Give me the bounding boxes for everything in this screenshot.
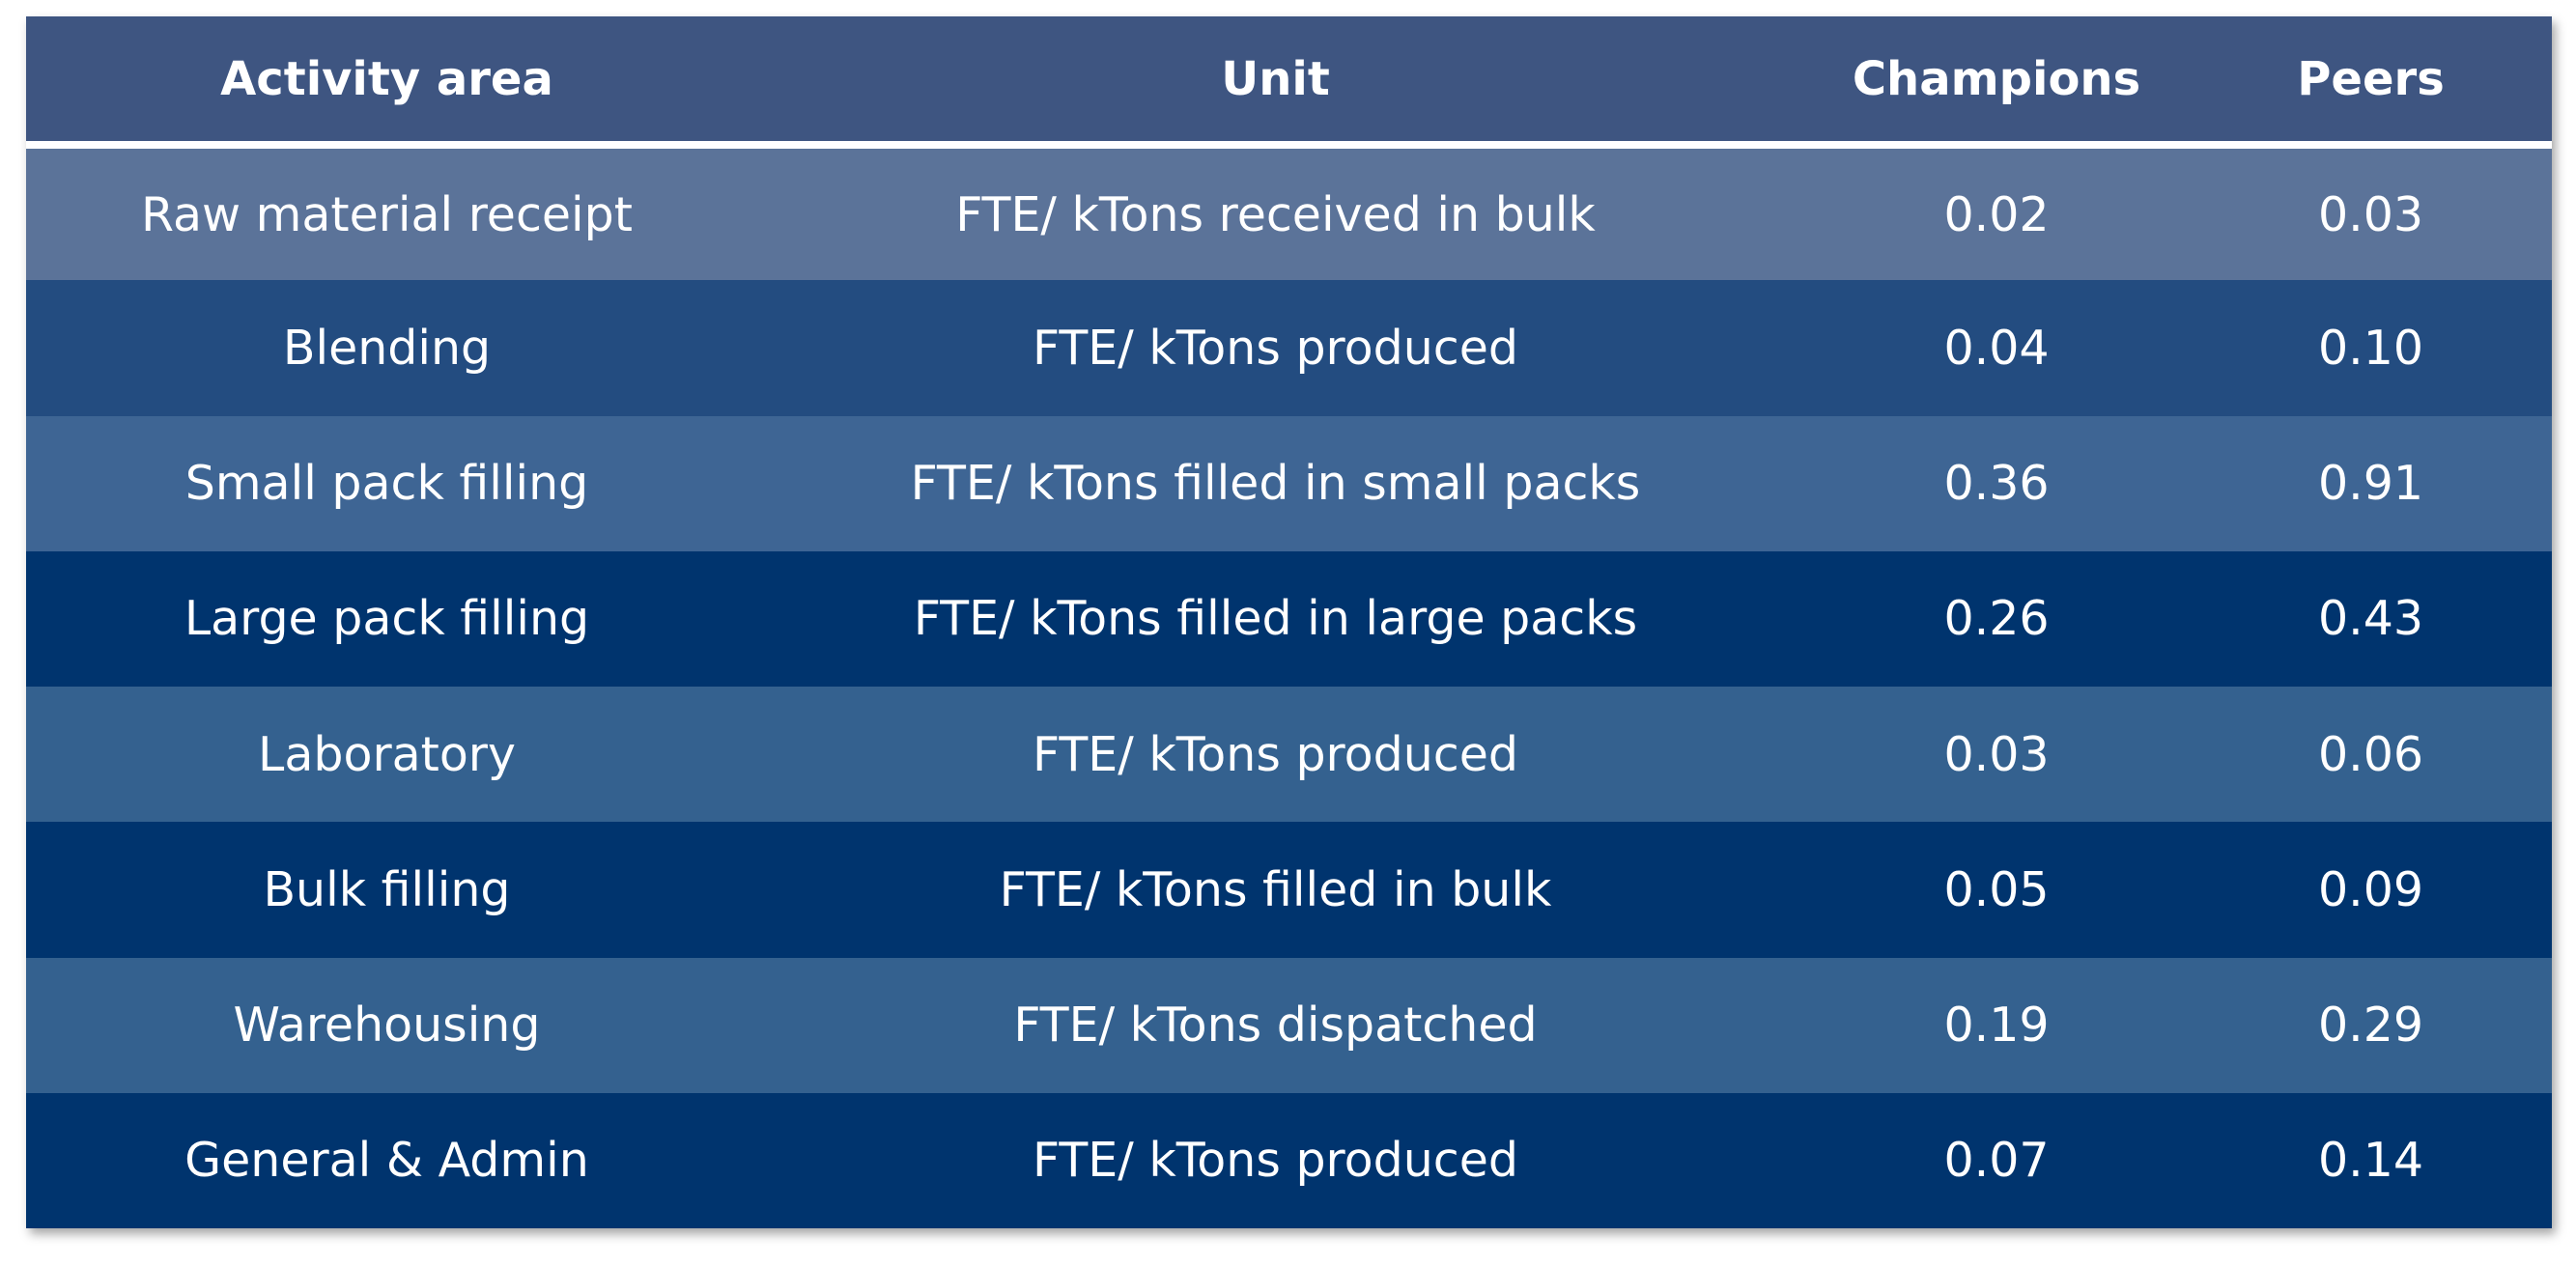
cell-champions: 0.19	[1943, 998, 2050, 1054]
cell-peers: 0.14	[2317, 1133, 2424, 1189]
cell-activity: Blending	[282, 320, 492, 376]
cell-unit: FTE/ kTons produced	[1033, 320, 1518, 376]
column-header-activity-area: Activity area	[26, 16, 748, 149]
cell-unit: FTE/ kTons filled in bulk	[999, 861, 1552, 917]
cell-unit: FTE/ kTons produced	[1033, 1133, 1518, 1189]
cell-activity: Warehousing	[233, 998, 541, 1054]
cell-peers: 0.91	[2317, 456, 2424, 512]
cell-peers: 0.09	[2317, 861, 2424, 917]
cell-unit: FTE/ kTons produced	[1033, 726, 1518, 782]
cell-unit: FTE/ kTons dispatched	[1013, 998, 1538, 1054]
cell-activity: Bulk filling	[263, 861, 511, 917]
cell-champions: 0.36	[1943, 456, 2050, 512]
cell-activity: Raw material receipt	[141, 186, 633, 242]
table-body: Raw material receipt FTE/ kTons received…	[26, 145, 2552, 1228]
benchmark-table: Activity area Unit Champions Peers Raw m…	[26, 16, 2552, 1228]
cell-champions: 0.04	[1943, 320, 2050, 376]
cell-unit: FTE/ kTons filled in small packs	[910, 456, 1641, 512]
table-row: Blending FTE/ kTons produced 0.04 0.10	[26, 280, 2552, 416]
cell-champions: 0.05	[1943, 861, 2050, 917]
column-header-champions: Champions	[1803, 16, 2190, 149]
cell-champions: 0.03	[1943, 726, 2050, 782]
table-row: Bulk filling FTE/ kTons filled in bulk 0…	[26, 822, 2552, 958]
table-row: Warehousing FTE/ kTons dispatched 0.19 0…	[26, 957, 2552, 1093]
cell-champions: 0.26	[1943, 591, 2050, 647]
column-header-peers: Peers	[2190, 16, 2552, 149]
cell-activity: Large pack filling	[184, 591, 590, 647]
table-row: General & Admin FTE/ kTons produced 0.07…	[26, 1092, 2552, 1228]
cell-peers: 0.06	[2317, 726, 2424, 782]
table-row: Raw material receipt FTE/ kTons received…	[26, 145, 2552, 281]
cell-peers: 0.03	[2317, 186, 2424, 242]
cell-champions: 0.02	[1943, 186, 2050, 242]
cell-activity: General & Admin	[184, 1133, 589, 1189]
cell-champions: 0.07	[1943, 1133, 2050, 1189]
table-row: Laboratory FTE/ kTons produced 0.03 0.06	[26, 687, 2552, 823]
cell-unit: FTE/ kTons received in bulk	[955, 186, 1596, 242]
table-row: Large pack filling FTE/ kTons filled in …	[26, 550, 2552, 687]
cell-peers: 0.43	[2317, 591, 2424, 647]
cell-peers: 0.29	[2317, 998, 2424, 1054]
cell-unit: FTE/ kTons filled in large packs	[913, 591, 1638, 647]
cell-activity: Small pack filling	[184, 456, 589, 512]
benchmark-table-frame: Activity area Unit Champions Peers Raw m…	[26, 16, 2552, 1228]
cell-peers: 0.10	[2317, 320, 2424, 376]
table-row: Small pack filling FTE/ kTons filled in …	[26, 415, 2552, 551]
column-header-unit: Unit	[748, 16, 1803, 149]
table-header-row: Activity area Unit Champions Peers	[26, 16, 2552, 149]
cell-activity: Laboratory	[258, 726, 516, 782]
